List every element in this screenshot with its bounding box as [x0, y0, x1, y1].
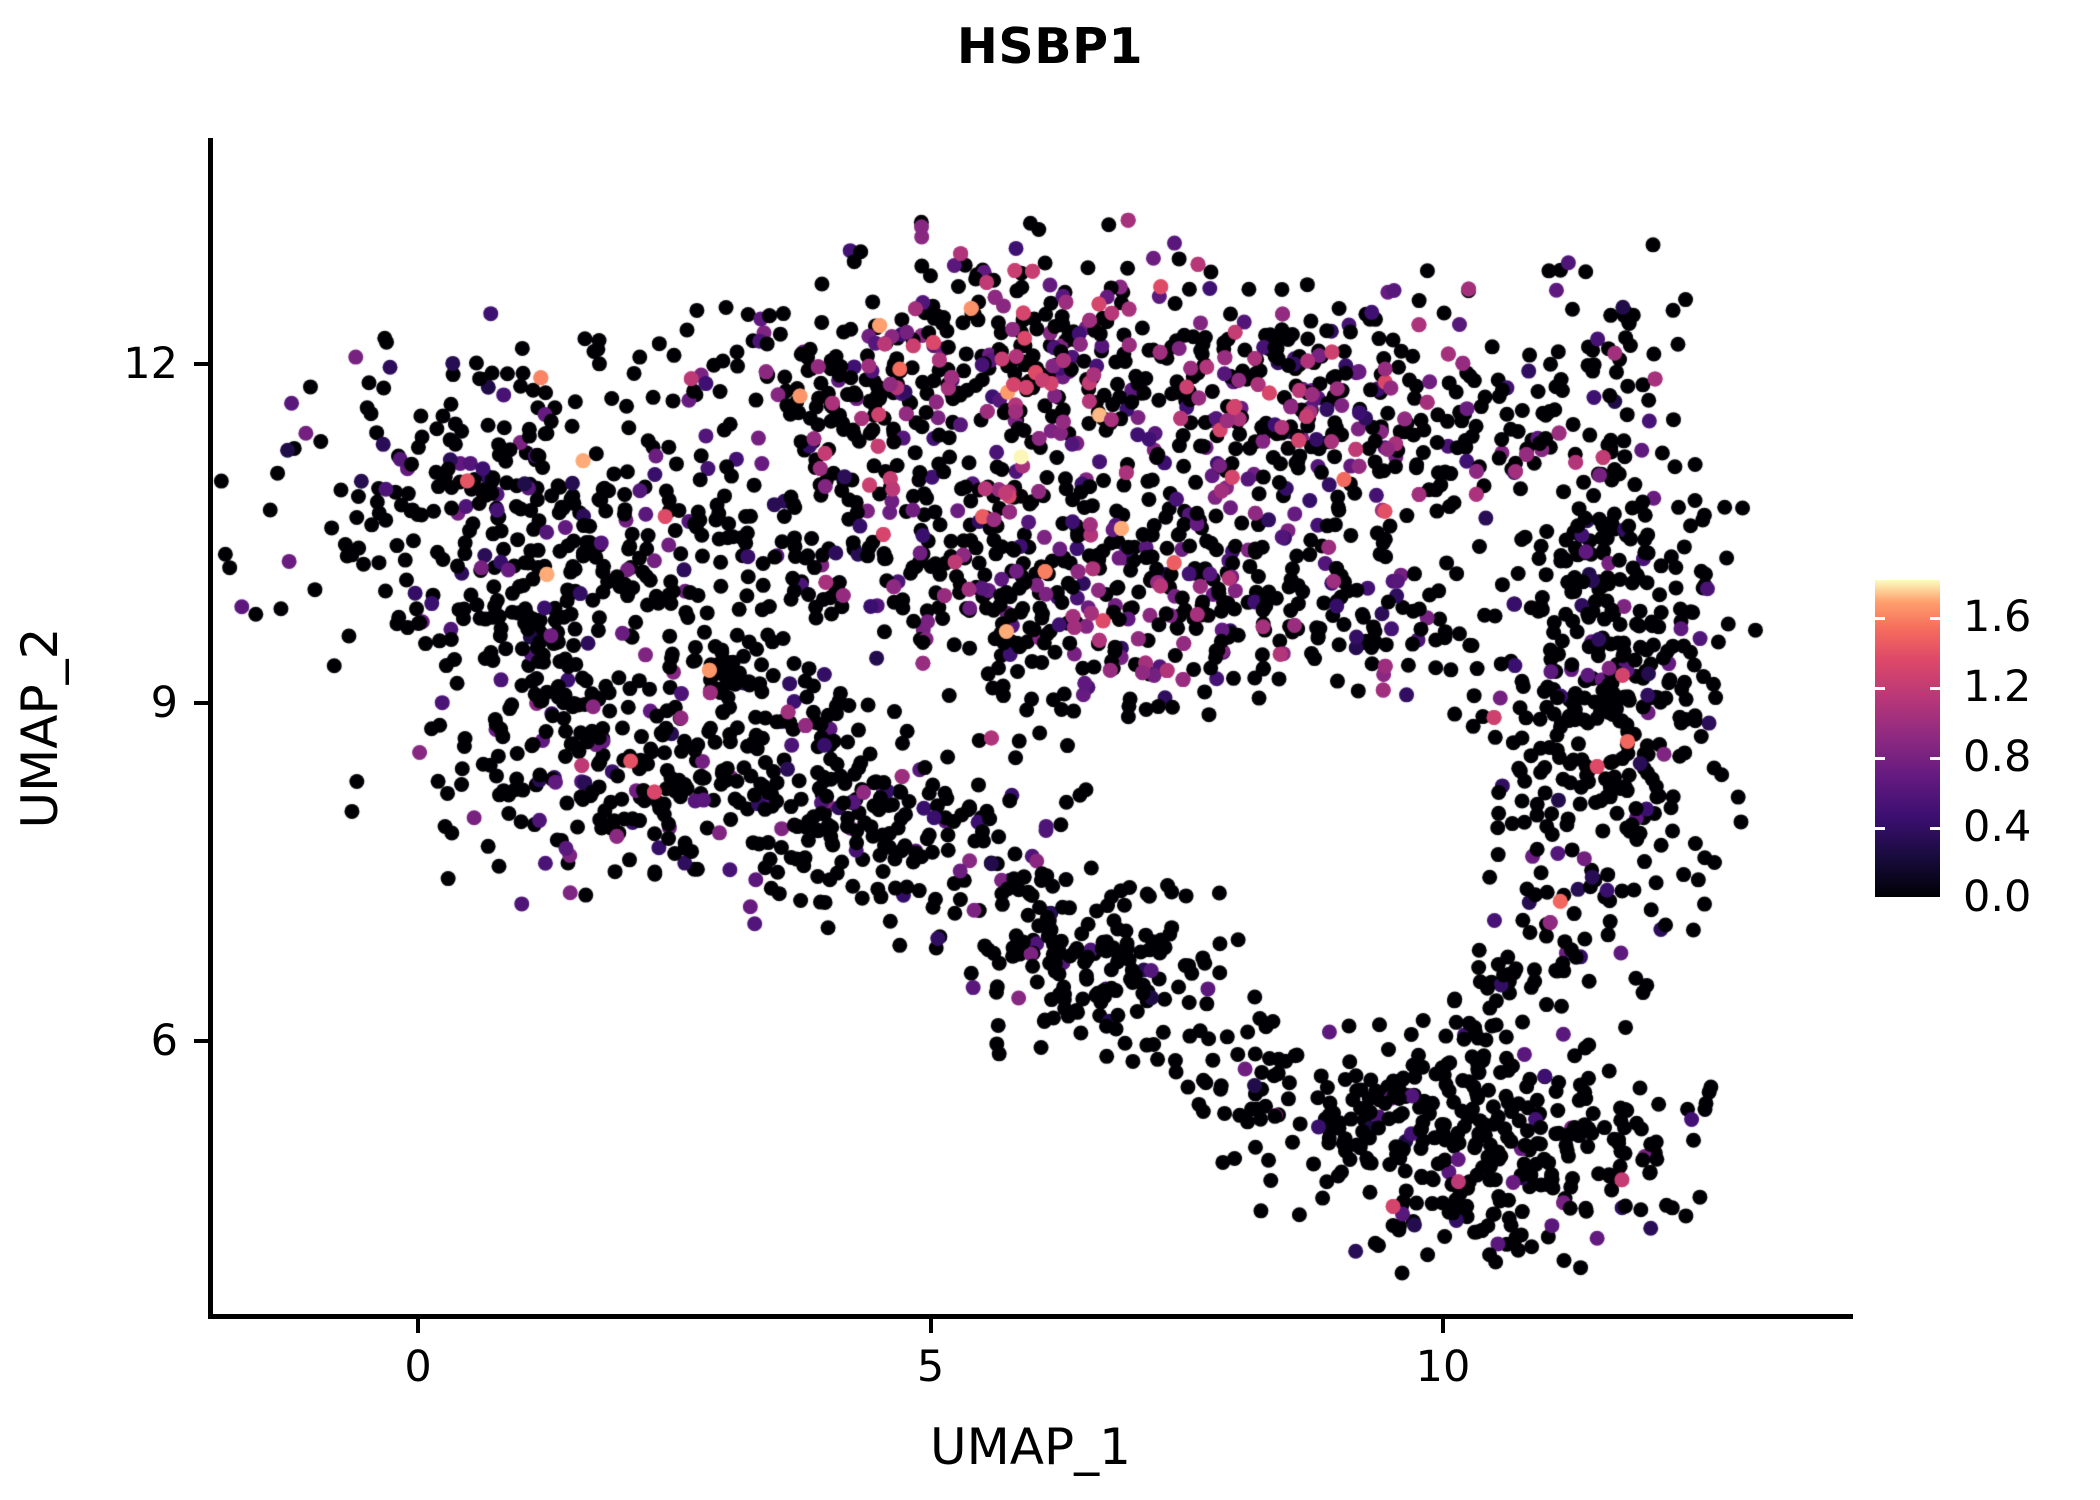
x-tick-label: 5 — [916, 1342, 945, 1392]
colorbar-tick-mark — [1930, 756, 1940, 760]
colorbar-tick-mark — [1930, 616, 1940, 620]
x-tick-label: 10 — [1415, 1342, 1471, 1392]
x-tick-mark — [928, 1319, 933, 1333]
colorbar-tick-mark — [1875, 756, 1885, 760]
colorbar-tick-label: 1.2 — [1963, 661, 2032, 712]
colorbar-gradient — [1875, 580, 1940, 897]
colorbar-tick-mark — [1875, 826, 1885, 830]
x-axis-spine — [208, 1314, 1853, 1319]
colorbar: 1.6 1.2 0.8 0.4 0.0 — [1875, 580, 2075, 922]
x-tick-mark — [416, 1319, 421, 1333]
y-axis-spine — [208, 138, 213, 1318]
y-axis-label: UMAP_2 — [11, 627, 69, 829]
colorbar-tick-mark — [1930, 897, 1940, 900]
y-tick-mark — [194, 700, 208, 705]
colorbar-tick-label: 0.0 — [1963, 872, 2032, 922]
x-tick-mark — [1441, 1319, 1446, 1333]
x-axis-label: UMAP_1 — [930, 1418, 1131, 1476]
colorbar-tick-mark — [1930, 826, 1940, 830]
colorbar-tick-mark — [1930, 686, 1940, 690]
colorbar-tick-mark — [1875, 686, 1885, 690]
colorbar-tick-mark — [1875, 616, 1885, 620]
y-tick-label: 9 — [150, 677, 178, 728]
y-tick-mark — [194, 361, 208, 366]
scatter-plot-canvas — [208, 138, 1853, 1318]
x-tick-label: 0 — [404, 1342, 432, 1392]
y-axis-label-container: UMAP_2 — [0, 138, 80, 1318]
y-tick-label: 12 — [123, 338, 178, 389]
colorbar-tick-label: 1.6 — [1963, 591, 2032, 642]
colorbar-tick-label: 0.4 — [1963, 801, 2032, 852]
colorbar-tick-label: 0.8 — [1963, 731, 2032, 782]
colorbar-tick-mark — [1875, 897, 1885, 900]
y-tick-label: 6 — [150, 1016, 178, 1067]
page-title: HSBP1 — [956, 18, 1144, 75]
y-tick-mark — [194, 1039, 208, 1044]
plot-axes: 6 9 12 0 5 10 — [123, 138, 1853, 1392]
